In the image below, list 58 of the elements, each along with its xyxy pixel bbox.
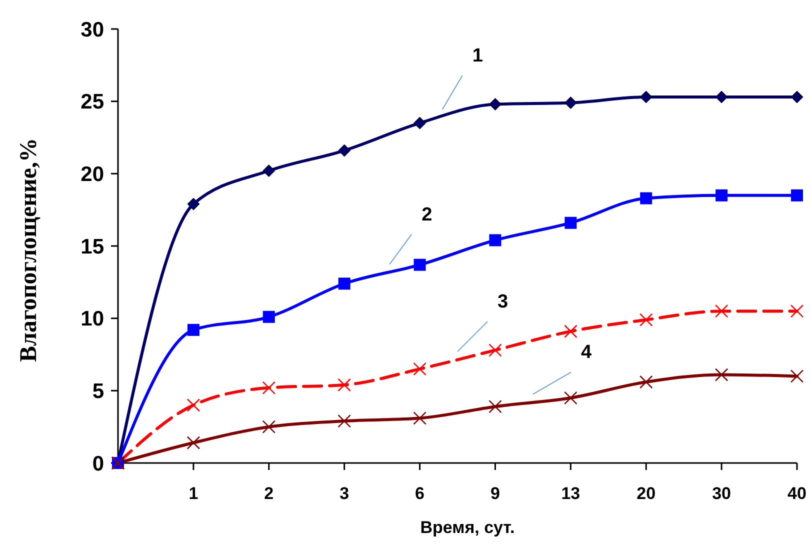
point xyxy=(790,370,804,383)
x-tick-label: 6 xyxy=(415,484,425,503)
point xyxy=(413,362,426,376)
series-label: 1 xyxy=(472,45,484,66)
point xyxy=(414,258,426,271)
point xyxy=(714,368,728,382)
y-tick-label: 25 xyxy=(80,90,104,114)
point xyxy=(790,90,804,104)
point xyxy=(714,304,728,318)
point xyxy=(414,116,426,130)
point xyxy=(640,192,652,204)
point xyxy=(413,412,426,425)
y-tick-label: 0 xyxy=(92,452,104,476)
point xyxy=(338,144,351,157)
series-label: 2 xyxy=(422,204,432,226)
y-tick-label: 10 xyxy=(80,308,104,331)
point xyxy=(564,324,578,338)
y-tick-label: 20 xyxy=(80,163,104,186)
x-tick-label: 30 xyxy=(712,484,732,503)
point xyxy=(639,375,653,389)
point xyxy=(791,189,803,202)
point xyxy=(639,313,653,326)
point xyxy=(186,398,200,412)
point xyxy=(338,378,351,392)
point xyxy=(488,344,502,357)
x-tick-label: 20 xyxy=(636,484,656,503)
series-label: 3 xyxy=(498,292,508,313)
y-tick-label: 5 xyxy=(92,380,104,404)
point xyxy=(489,234,502,246)
point xyxy=(564,216,577,229)
x-tick-label: 40 xyxy=(788,484,806,503)
point xyxy=(338,278,350,290)
y-tick-label: 15 xyxy=(80,235,104,258)
x-tick-label: 13 xyxy=(561,484,580,503)
point xyxy=(564,391,578,405)
point xyxy=(716,189,728,202)
point xyxy=(262,310,275,323)
point xyxy=(715,90,728,104)
x-tick-label: 1 xyxy=(188,484,198,503)
point xyxy=(488,400,502,414)
point xyxy=(187,324,200,336)
point xyxy=(790,304,804,318)
point xyxy=(262,381,276,394)
point xyxy=(338,414,351,428)
x-axis-title: Время, сут. xyxy=(420,518,515,537)
point xyxy=(186,436,200,450)
x-tick-label: 2 xyxy=(264,484,274,503)
y-tick-label: 30 xyxy=(80,18,104,42)
x-tick-label: 9 xyxy=(490,484,500,503)
x-tick-label: 3 xyxy=(340,484,350,503)
point xyxy=(640,90,652,104)
series-label: 4 xyxy=(580,342,592,364)
point xyxy=(262,164,276,178)
point xyxy=(187,198,200,210)
point xyxy=(564,96,577,110)
point xyxy=(262,420,276,434)
point xyxy=(488,98,502,110)
y-axis-title: Влагопоглощение,% xyxy=(16,138,42,362)
